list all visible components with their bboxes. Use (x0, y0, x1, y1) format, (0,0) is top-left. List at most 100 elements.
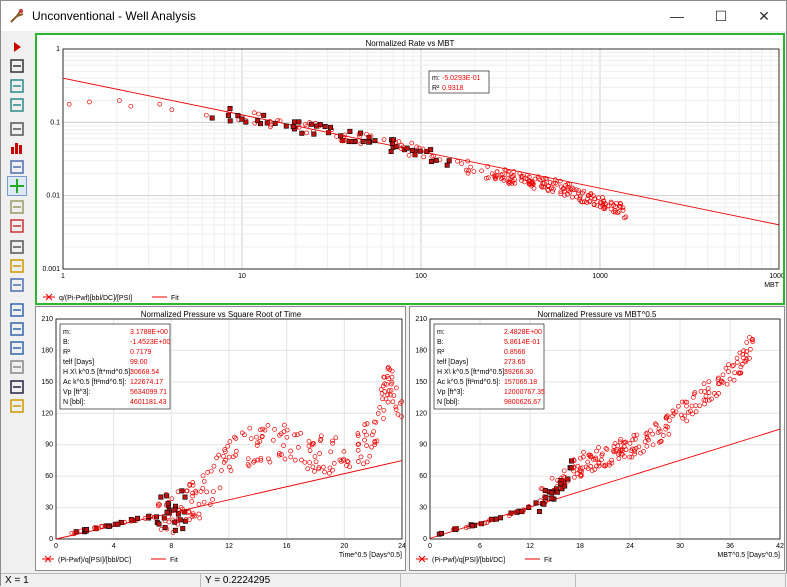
data-point (128, 103, 134, 109)
data-point (304, 130, 310, 136)
data-point (744, 340, 750, 345)
tree-add-button[interactable] (7, 338, 27, 358)
data-point (512, 180, 518, 186)
data-point (328, 124, 334, 130)
param-value: 3.1788E+00 (130, 329, 168, 336)
data-point (243, 119, 249, 125)
data-point (679, 399, 685, 405)
pressure-vs-sqrt-time-chart[interactable]: Normalized Pressure vs Square Root of Ti… (36, 307, 406, 570)
data-point (675, 403, 681, 409)
data-point (190, 480, 195, 485)
data-point (601, 199, 607, 204)
data-point (211, 489, 216, 494)
data-point (747, 356, 752, 361)
glyph (10, 399, 24, 413)
data-point (493, 174, 498, 180)
close-button[interactable]: ✕ (758, 8, 770, 24)
data-point (381, 407, 387, 413)
data-point (552, 177, 558, 183)
bar (11, 147, 14, 154)
export-button[interactable] (7, 275, 27, 295)
data-point (321, 464, 326, 470)
minimize-button[interactable]: — (670, 8, 684, 24)
data-point (650, 442, 656, 448)
data-point (732, 370, 738, 376)
bar-chart-button[interactable] (7, 138, 27, 158)
play-button[interactable] (7, 37, 27, 57)
data-point (606, 460, 612, 466)
data-point (631, 432, 637, 438)
x-tick-label: 30 (676, 543, 684, 550)
refresh-button[interactable] (7, 216, 27, 236)
data-point (371, 429, 377, 434)
data-point (565, 181, 571, 187)
data-point (227, 105, 233, 111)
data-point (569, 194, 575, 200)
rate-vs-mbt-chart[interactable]: Normalized Rate vs MBT 11010010001000010… (37, 35, 787, 303)
data-point (709, 396, 714, 402)
rate-vs-mbt-panel[interactable]: Normalized Rate vs MBT 11010010001000010… (35, 33, 787, 305)
data-point (158, 494, 164, 500)
plot-frame (429, 318, 781, 540)
data-point (620, 451, 625, 457)
glyph (10, 79, 24, 93)
data-point (600, 203, 606, 208)
eraser-button[interactable] (7, 357, 27, 377)
data-point (155, 501, 161, 507)
open-button[interactable] (7, 396, 27, 416)
data-point (638, 450, 643, 456)
data-point (587, 198, 593, 204)
tree-button[interactable] (7, 319, 27, 339)
data-point (485, 164, 491, 169)
tree-icon (10, 322, 24, 336)
open-folder-button[interactable] (7, 256, 27, 276)
data-point (489, 171, 495, 177)
data-point (463, 167, 469, 173)
data-point (364, 443, 369, 448)
pressure-vs-mbt-sqrt-panel[interactable]: Normalized Pressure vs MBT^0.5 0 6 12 18 24 3… (409, 306, 785, 571)
y-tick-label: 0.01 (46, 193, 60, 200)
data-point (257, 121, 263, 127)
data-point (543, 175, 548, 181)
params-box (59, 323, 171, 410)
data-point (726, 369, 731, 374)
data-point (444, 162, 450, 168)
data-point (355, 431, 361, 436)
data-point (562, 474, 568, 480)
document-button[interactable] (7, 119, 27, 139)
data-point (468, 164, 473, 170)
data-point (673, 409, 679, 415)
print-preview-button[interactable] (7, 157, 27, 177)
data-point (282, 456, 288, 462)
pressure-vs-sqrt-time-panel[interactable]: Normalized Pressure vs Square Root of Ti… (35, 306, 406, 571)
left-toolbar (1, 31, 31, 571)
open-icon (10, 399, 24, 413)
data-point (502, 175, 507, 181)
data-point (591, 457, 596, 462)
data-point (389, 379, 395, 385)
param-value: 30668.54 (130, 369, 159, 376)
data-point (739, 361, 745, 367)
data-point (308, 121, 314, 127)
data-point (549, 475, 555, 481)
legend-data-label: (Pi-Pwf)/q[PSI]/[bbl/DC] (432, 557, 505, 564)
pressure-vs-mbt-sqrt-chart[interactable]: Normalized Pressure vs MBT^0.5 0 6 12 18 24 3… (410, 307, 784, 570)
data-point (277, 432, 282, 438)
data-point (529, 179, 535, 185)
new-page-button[interactable] (7, 237, 27, 257)
data-point (117, 98, 122, 103)
maximize-button[interactable]: ☐ (714, 8, 728, 24)
data-point (258, 457, 264, 463)
fit-line-button[interactable] (7, 300, 27, 320)
binoculars-button[interactable] (7, 56, 27, 76)
data-point (304, 123, 310, 129)
data-point (478, 521, 484, 527)
data-point (189, 499, 195, 504)
copy-button[interactable] (7, 197, 27, 217)
param-value: 0.7179 (130, 349, 152, 356)
zoom-in-button[interactable] (7, 76, 27, 96)
point-select-button[interactable] (7, 176, 27, 196)
save-button[interactable] (7, 377, 27, 397)
data-point (618, 204, 623, 209)
zoom-out-button[interactable] (7, 95, 27, 115)
